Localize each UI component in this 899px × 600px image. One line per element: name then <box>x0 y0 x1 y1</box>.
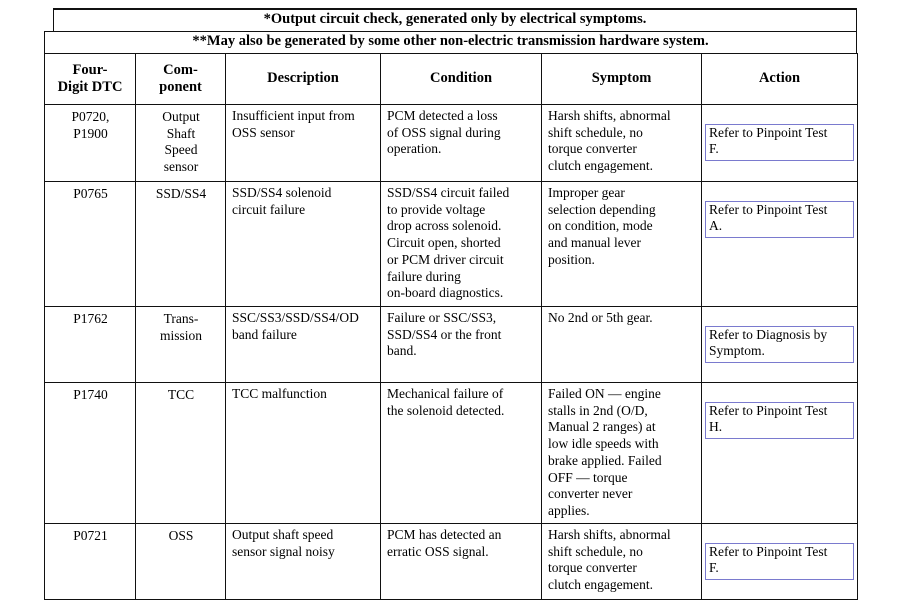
cell-condition: PCM has detected an erratic OSS signal. <box>380 522 542 600</box>
cell-symptom: Harsh shifts, abnormal shift schedule, n… <box>541 522 702 600</box>
table-row: P1740 TCC TCC malfunction Mechanical fai… <box>44 381 858 524</box>
col-header-action: Action <box>701 53 858 105</box>
note-output-circuit-check: *Output circuit check, generated only by… <box>53 8 857 32</box>
cell-description: SSD/SS4 solenoid circuit failure <box>225 181 381 307</box>
cell-description: TCC malfunction <box>225 381 381 524</box>
cell-action: Refer to Pinpoint Test F. <box>701 522 858 600</box>
cell-description: Output shaft speed sensor signal noisy <box>225 522 381 600</box>
col-header-component: Com- ponent <box>135 53 226 105</box>
action-link[interactable]: Refer to Pinpoint Test A. <box>705 200 854 239</box>
cell-description: SSC/SS3/SSD/SS4/OD band failure <box>225 306 381 383</box>
cell-condition: PCM detected a loss of OSS signal during… <box>380 104 542 182</box>
table-header-row: Four- Digit DTC Com- ponent Description … <box>44 53 858 105</box>
cell-symptom: Harsh shifts, abnormal shift schedule, n… <box>541 104 702 182</box>
action-link[interactable]: Refer to Pinpoint Test F. <box>705 123 854 162</box>
cell-dtc: P0765 <box>44 181 136 307</box>
table-row: P0720, P1900 Output Shaft Speed sensor I… <box>44 104 858 182</box>
cell-component: Trans- mission <box>135 306 226 383</box>
cell-action: Refer to Diagnosis by Symptom. <box>701 306 858 383</box>
cell-component: SSD/SS4 <box>135 181 226 307</box>
cell-condition: Mechanical failure of the solenoid detec… <box>380 381 542 524</box>
table-row: P1762 Trans- mission SSC/SS3/SSD/SS4/OD … <box>44 306 858 383</box>
cell-action: Refer to Pinpoint Test A. <box>701 181 858 307</box>
cell-action: Refer to Pinpoint Test H. <box>701 381 858 524</box>
cell-condition: Failure or SSC/SS3, SSD/SS4 or the front… <box>380 306 542 383</box>
manual-page: *Output circuit check, generated only by… <box>44 8 858 600</box>
col-header-symptom: Symptom <box>541 53 702 105</box>
cell-symptom: Improper gear selection depending on con… <box>541 181 702 307</box>
note-non-electric-hardware: **May also be generated by some other no… <box>44 31 857 54</box>
table-row: P0765 SSD/SS4 SSD/SS4 solenoid circuit f… <box>44 181 858 307</box>
cell-description: Insufficient input from OSS sensor <box>225 104 381 182</box>
col-header-description: Description <box>225 53 381 105</box>
cell-dtc: P1762 <box>44 306 136 383</box>
col-header-condition: Condition <box>380 53 542 105</box>
cell-action: Refer to Pinpoint Test F. <box>701 104 858 182</box>
cell-condition: SSD/SS4 circuit failed to provide voltag… <box>380 181 542 307</box>
cell-dtc: P1740 <box>44 381 136 524</box>
table-row: P0721 OSS Output shaft speed sensor sign… <box>44 522 858 600</box>
cell-symptom: Failed ON — engine stalls in 2nd (O/D, M… <box>541 381 702 524</box>
cell-component: Output Shaft Speed sensor <box>135 104 226 182</box>
cell-symptom: No 2nd or 5th gear. <box>541 306 702 383</box>
action-link[interactable]: Refer to Diagnosis by Symptom. <box>705 325 854 364</box>
cell-component: TCC <box>135 381 226 524</box>
cell-dtc: P0721 <box>44 522 136 600</box>
dtc-table: Four- Digit DTC Com- ponent Description … <box>44 53 858 600</box>
action-link[interactable]: Refer to Pinpoint Test F. <box>705 542 854 581</box>
cell-component: OSS <box>135 522 226 600</box>
action-link[interactable]: Refer to Pinpoint Test H. <box>705 401 854 440</box>
cell-dtc: P0720, P1900 <box>44 104 136 182</box>
col-header-four-digit-dtc: Four- Digit DTC <box>44 53 136 105</box>
